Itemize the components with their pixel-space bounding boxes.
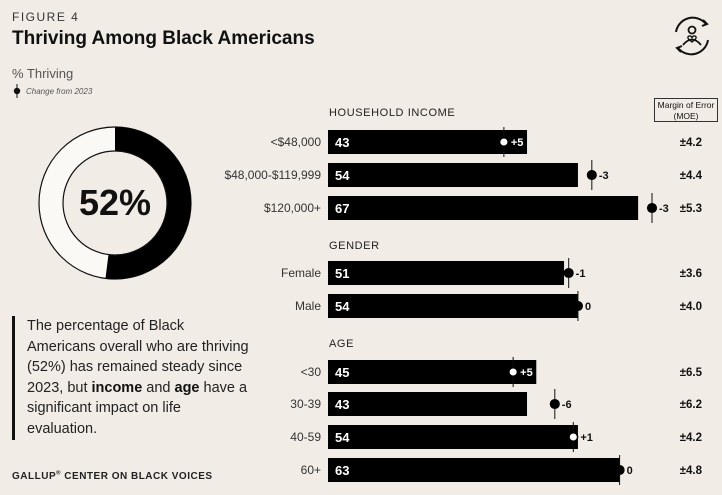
category-label: <$48,000 xyxy=(271,135,322,149)
gallup-wellbeing-icon xyxy=(675,16,709,56)
category-label: 40-59 xyxy=(290,430,321,444)
change-marker xyxy=(586,169,597,181)
bar-value-label: 67 xyxy=(335,201,349,216)
group-header: GENDER xyxy=(329,240,380,252)
change-label: +1 xyxy=(580,432,593,444)
bar-value-label: 43 xyxy=(335,397,349,412)
moe-value: ±3.6 xyxy=(680,268,702,280)
category-label: 60+ xyxy=(301,463,321,477)
bar xyxy=(328,261,565,285)
measure-label: % Thriving xyxy=(12,66,74,81)
change-label: -3 xyxy=(599,170,609,182)
change-label: +5 xyxy=(520,367,533,379)
bar-value-label: 54 xyxy=(335,168,350,183)
group-header: HOUSEHOLD INCOME xyxy=(329,107,455,119)
callout-bold-income: income xyxy=(91,379,143,396)
change-label: -1 xyxy=(576,268,586,280)
figure-label: FIGURE 4 xyxy=(12,10,80,24)
chart-title: Thriving Among Black Americans xyxy=(12,28,315,49)
change-label: 0 xyxy=(627,465,633,477)
moe-value: ±6.2 xyxy=(680,399,702,411)
change-label: +5 xyxy=(511,137,524,149)
bar xyxy=(328,196,639,220)
change-marker xyxy=(563,267,574,279)
change-legend: Change from 2023 xyxy=(12,84,92,98)
category-label: 30-39 xyxy=(290,397,321,411)
bar-value-label: 43 xyxy=(335,135,349,150)
bar xyxy=(328,294,578,318)
category-label: $48,000-$119,999 xyxy=(224,168,321,182)
change-marker xyxy=(568,431,579,443)
moe-value: ±4.2 xyxy=(680,137,702,149)
moe-value: ±4.0 xyxy=(680,301,702,313)
bar xyxy=(328,130,528,154)
overall-donut: 52% xyxy=(38,126,192,280)
callout-bold-age: age xyxy=(174,379,200,396)
change-marker xyxy=(646,202,658,214)
bar xyxy=(328,163,578,187)
bar xyxy=(328,360,537,384)
change-marker xyxy=(498,136,509,148)
group-header: AGE xyxy=(329,338,354,350)
change-marker xyxy=(614,464,625,476)
category-label: Male xyxy=(295,299,321,313)
moe-value: ±5.3 xyxy=(680,203,702,215)
category-label: Female xyxy=(281,266,321,280)
moe-value: ±4.8 xyxy=(680,465,703,477)
bar xyxy=(328,458,620,482)
category-label: $120,000+ xyxy=(264,201,321,215)
callout-text: The percentage of Black Americans overal… xyxy=(12,316,255,440)
change-label: -6 xyxy=(562,399,572,411)
bar-value-label: 51 xyxy=(335,266,349,281)
moe-value: ±4.4 xyxy=(680,170,703,182)
bar-value-label: 63 xyxy=(335,463,349,478)
change-marker xyxy=(508,366,519,378)
change-legend-label: Change from 2023 xyxy=(26,86,93,96)
change-marker xyxy=(549,398,560,410)
change-label: 0 xyxy=(585,301,591,313)
bar-value-label: 54 xyxy=(335,430,350,445)
bar-value-label: 45 xyxy=(335,365,349,380)
bar xyxy=(328,425,578,449)
change-marker-icon xyxy=(13,84,21,98)
change-label: -3 xyxy=(659,203,669,215)
footer-brand: GALLUP® CENTER ON BLACK VOICES xyxy=(12,471,213,483)
bar xyxy=(328,392,528,416)
bar-value-label: 54 xyxy=(335,299,350,314)
overall-value: 52% xyxy=(79,182,151,223)
moe-value: ±4.2 xyxy=(680,432,702,444)
category-label: <30 xyxy=(301,365,322,379)
moe-value: ±6.5 xyxy=(680,367,703,379)
donut-filled-arc xyxy=(105,127,192,279)
moe-header: Margin of Error (MOE) xyxy=(654,98,718,122)
change-marker xyxy=(572,300,583,312)
